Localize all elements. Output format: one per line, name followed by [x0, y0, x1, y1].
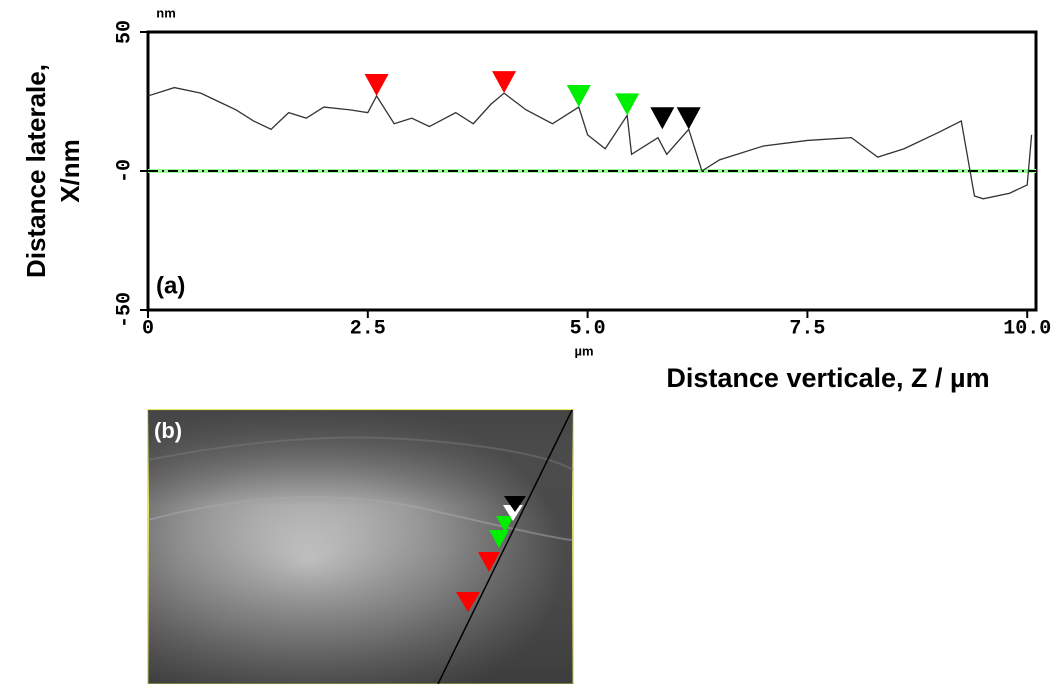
- marker: [650, 107, 675, 130]
- marker: [492, 71, 517, 94]
- marker: [676, 107, 701, 130]
- x-tick-label: 2.5: [350, 317, 386, 340]
- x-axis-title: Distance verticale, Z / µm: [666, 363, 989, 393]
- y-tick-label: 50: [113, 20, 136, 44]
- x-tick-label: 10.0: [1003, 317, 1051, 340]
- marker: [615, 93, 640, 116]
- y-tick-label: -50: [113, 292, 136, 328]
- y-axis-title: X/nm: [55, 139, 85, 203]
- afm-image: (b): [147, 409, 574, 685]
- x-tick-label: 0: [142, 317, 154, 340]
- marker: [566, 85, 591, 108]
- x-unit: µm: [574, 343, 593, 358]
- marker: [364, 73, 389, 96]
- panel-label: (a): [156, 272, 185, 299]
- y-unit: nm: [156, 5, 176, 20]
- panel-label: (b): [154, 418, 182, 443]
- profile-line: [147, 86, 1033, 200]
- x-tick-label: 5.0: [570, 317, 606, 340]
- x-tick-label: 7.5: [789, 317, 825, 340]
- y-tick-label: -0: [113, 159, 136, 183]
- y-axis-title: Distance laterale,: [21, 64, 51, 278]
